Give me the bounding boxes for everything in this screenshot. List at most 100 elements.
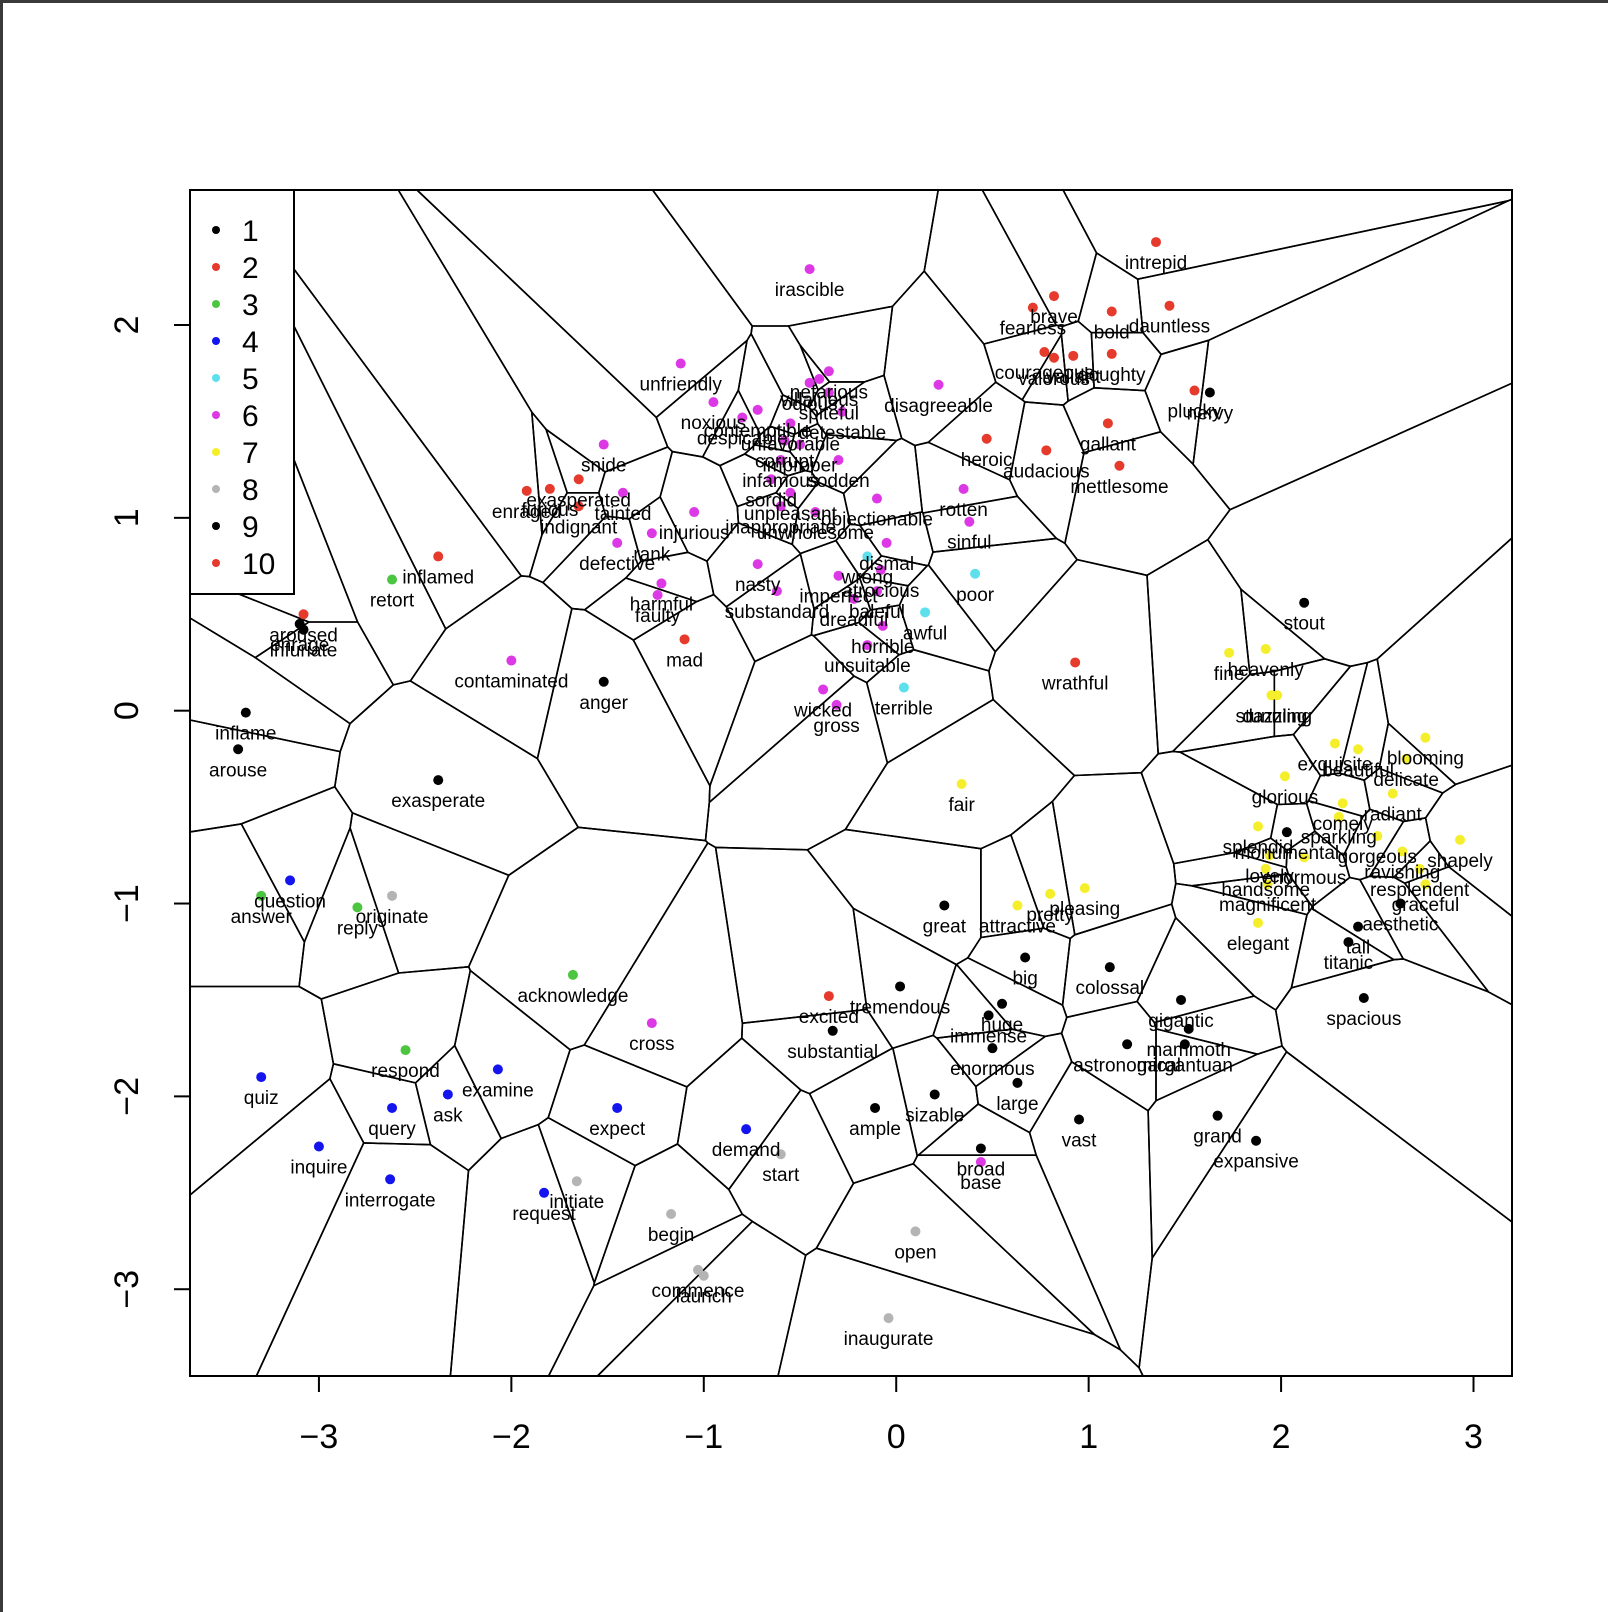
point-label: dismal xyxy=(859,554,914,575)
data-point xyxy=(285,875,296,886)
point-label: tainted xyxy=(594,504,651,525)
point-label: inflame xyxy=(215,724,276,745)
data-point xyxy=(920,607,931,618)
data-point xyxy=(646,1018,657,1029)
point-label: poor xyxy=(956,585,995,606)
data-point xyxy=(1260,863,1271,874)
data-point xyxy=(862,640,873,651)
point-label: heavenly xyxy=(1228,660,1305,681)
voronoi-cell xyxy=(966,927,1071,1006)
point-label: rank xyxy=(633,544,670,565)
data-point xyxy=(823,387,834,398)
point-label: commence xyxy=(652,1281,745,1302)
point-label: resplendent xyxy=(1370,880,1470,901)
data-point xyxy=(752,404,763,415)
data-point xyxy=(1343,937,1354,948)
point-label: large xyxy=(996,1094,1038,1115)
point-label: unpleasant xyxy=(744,504,838,525)
point-label: respond xyxy=(371,1061,440,1082)
point-label: request xyxy=(512,1204,576,1225)
point-label: expect xyxy=(589,1119,646,1140)
point-label: blooming xyxy=(1387,749,1464,770)
voronoi-cell xyxy=(815,1163,1096,1336)
point-label: interrogate xyxy=(345,1190,436,1211)
point-label: faulty xyxy=(635,606,681,627)
data-point xyxy=(975,1156,986,1167)
point-label: expansive xyxy=(1213,1152,1299,1173)
data-point xyxy=(1039,346,1050,357)
data-point xyxy=(1122,1039,1133,1050)
point-label: substantial xyxy=(787,1042,878,1063)
data-point xyxy=(433,775,444,786)
point-label: valiant xyxy=(1046,367,1102,388)
point-label: grand xyxy=(1193,1127,1242,1148)
point-label: immense xyxy=(950,1026,1027,1047)
point-label: initiate xyxy=(549,1192,604,1213)
point-label: infamous xyxy=(742,471,819,492)
legend-swatch xyxy=(212,522,220,530)
data-point xyxy=(983,1010,994,1021)
point-label: inappropriate xyxy=(725,517,836,538)
data-point xyxy=(933,379,944,390)
data-point xyxy=(652,589,663,600)
point-label: nervy xyxy=(1187,403,1234,424)
point-label: magnificent xyxy=(1219,895,1317,916)
point-label: intrepid xyxy=(1125,253,1187,274)
point-label: exasperate xyxy=(391,791,485,812)
point-label: unfriendly xyxy=(640,375,723,396)
point-label: monumental xyxy=(1235,843,1340,864)
point-label: irascible xyxy=(775,280,845,301)
point-label: snide xyxy=(581,456,626,477)
point-label: rotten xyxy=(939,500,988,521)
point-label: plucky xyxy=(1168,402,1222,423)
point-label: enormous xyxy=(1262,868,1347,889)
point-label: objectionable xyxy=(821,510,933,531)
x-tick-label: 0 xyxy=(887,1418,906,1456)
data-point xyxy=(1329,738,1340,749)
data-point xyxy=(675,358,686,369)
point-label: big xyxy=(1012,969,1037,990)
data-point xyxy=(1068,350,1079,361)
data-point xyxy=(883,1313,894,1324)
data-point xyxy=(785,487,796,498)
point-label: nasty xyxy=(735,575,781,596)
y-tick-label: −2 xyxy=(108,1077,146,1116)
legend-swatch xyxy=(212,448,220,456)
y-tick-label: 0 xyxy=(108,701,146,720)
point-label: inflamed xyxy=(402,567,474,588)
point-label: noxious xyxy=(681,413,747,434)
point-label: nefarious xyxy=(790,382,868,403)
legend-swatch xyxy=(212,485,220,493)
point-label: glorious xyxy=(1252,787,1319,808)
data-point xyxy=(871,586,882,597)
x-tick-label: 3 xyxy=(1464,1418,1483,1456)
point-label: gorgeous xyxy=(1338,847,1417,868)
data-point xyxy=(804,264,815,275)
voronoi-cell xyxy=(659,450,740,562)
data-point xyxy=(698,1270,709,1281)
data-point xyxy=(1387,788,1398,799)
data-point xyxy=(970,568,981,579)
data-point xyxy=(571,1176,582,1187)
point-label: huge xyxy=(981,1015,1023,1036)
point-label: sodden xyxy=(807,471,869,492)
data-point xyxy=(442,1089,453,1100)
voronoi-cell xyxy=(808,1047,919,1185)
data-point xyxy=(870,1102,881,1113)
data-point xyxy=(492,1064,503,1075)
data-point xyxy=(814,373,825,384)
data-point xyxy=(833,454,844,465)
data-point xyxy=(1049,352,1060,363)
voronoi-cell xyxy=(1269,802,1316,852)
point-label: arouse xyxy=(209,760,267,781)
point-label: contemptible xyxy=(704,421,812,442)
voronoi-cell xyxy=(981,189,1098,328)
point-label: attractive xyxy=(979,916,1056,937)
point-label: indignant xyxy=(540,517,618,538)
data-point xyxy=(818,684,829,695)
point-label: brave xyxy=(1030,307,1078,328)
point-label: fearless xyxy=(1000,319,1067,340)
point-label: handsome xyxy=(1221,880,1310,901)
voronoi-cell xyxy=(883,270,997,447)
point-label: villainous xyxy=(780,390,858,411)
